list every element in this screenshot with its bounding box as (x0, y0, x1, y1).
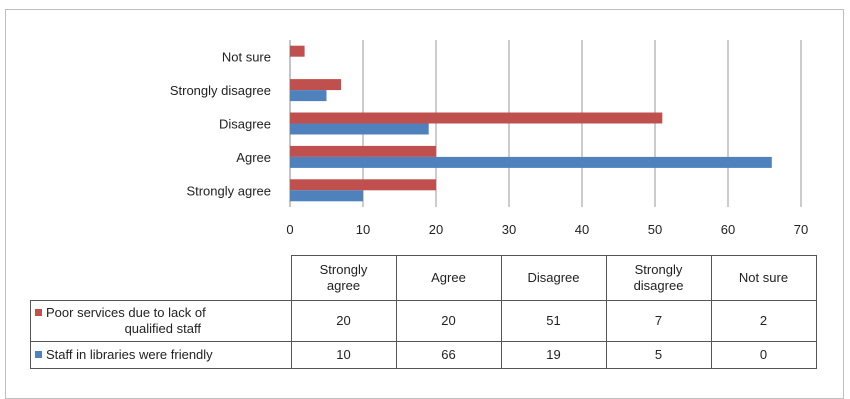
table-row: Staff in libraries were friendly 10 66 19 5 0 (30, 340, 817, 369)
table-corner-cell (30, 255, 292, 301)
bar (290, 45, 305, 57)
category-label: Agree (236, 150, 271, 165)
bar (290, 79, 342, 91)
category-label: Not sure (222, 50, 271, 65)
data-label: 20 (395, 299, 502, 342)
data-label: 5 (605, 340, 712, 369)
x-tick-label: 60 (721, 222, 735, 237)
x-tick-label: 70 (794, 222, 808, 237)
table-header-row: Strongly agree Agree Disagree Strongly disagr… (30, 255, 817, 301)
category-label: Strongly disagree (170, 83, 271, 98)
table-header-cell: Disagree (500, 255, 607, 301)
category-label: Strongly agree (186, 183, 271, 198)
bar-chart: Strongly agree Agree Disagree Strongly disa… (170, 40, 808, 237)
data-label: 0 (710, 340, 817, 369)
bars (290, 45, 772, 202)
data-label: 51 (500, 299, 607, 342)
series-name-cell: Staff in libraries were friendly (30, 340, 292, 369)
data-table: Strongly agree Agree Disagree Strongly disagr… (30, 255, 817, 369)
table-header-cell: Not sure (710, 255, 817, 301)
category-labels: Strongly agree Agree Disagree Strongly disa… (170, 50, 271, 199)
category-label: Disagree (219, 117, 271, 132)
bar (290, 112, 663, 124)
bar (290, 90, 327, 102)
x-tick-label: 20 (429, 222, 443, 237)
series-name-cell: Poor services due to lack of qualified st… (30, 299, 292, 342)
x-tick-label: 30 (502, 222, 516, 237)
bar (290, 190, 363, 202)
bar (290, 156, 772, 168)
x-tick-label: 40 (575, 222, 589, 237)
x-tick-label: 50 (648, 222, 662, 237)
table-row: Poor services due to lack of qualified st… (30, 299, 817, 342)
bar (290, 179, 436, 191)
legend-swatch (35, 350, 42, 358)
x-tick-label: 0 (286, 222, 293, 237)
data-label: 19 (500, 340, 607, 369)
bar (290, 123, 429, 135)
data-label: 20 (290, 299, 397, 342)
data-label: 10 (290, 340, 397, 369)
table-header-cell: Strongly disagree (605, 255, 712, 301)
legend-swatch (35, 308, 42, 316)
x-tick-labels: 0 10 20 30 40 50 60 70 (286, 222, 808, 237)
x-tick-label: 10 (356, 222, 370, 237)
data-label: 7 (605, 299, 712, 342)
data-label: 2 (710, 299, 817, 342)
table-header-cell: Strongly agree (290, 255, 397, 301)
table-header-cell: Agree (395, 255, 502, 301)
gridlines (289, 40, 802, 207)
bar (290, 145, 436, 157)
data-label: 66 (395, 340, 502, 369)
